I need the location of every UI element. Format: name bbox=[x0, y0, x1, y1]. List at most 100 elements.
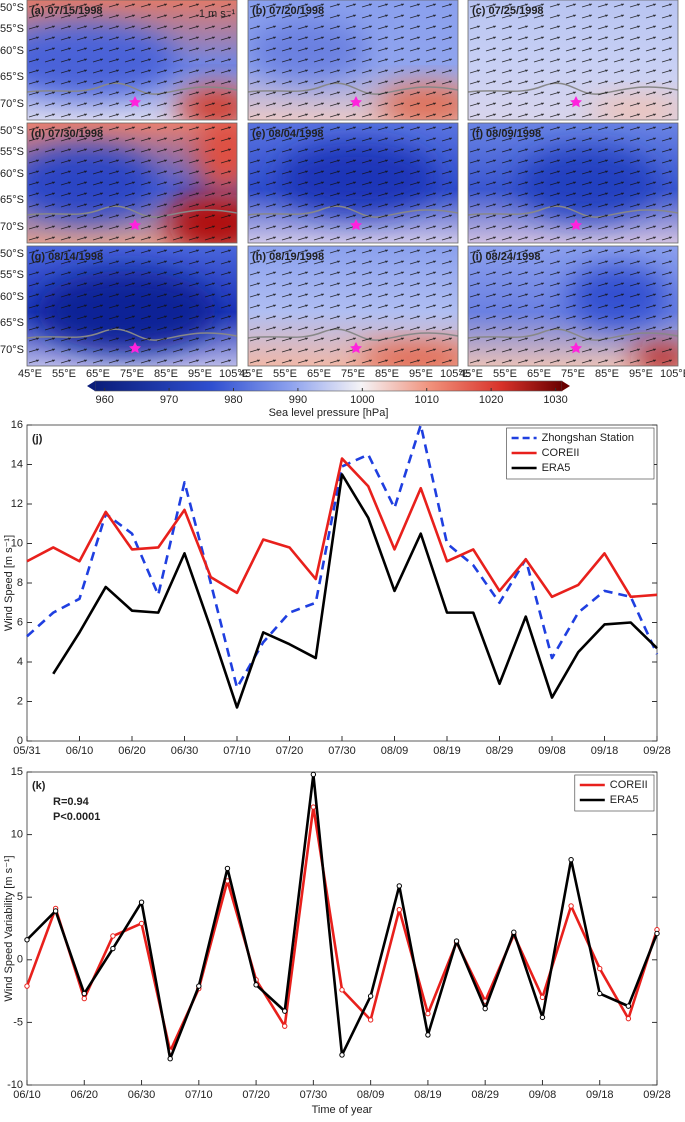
x-tick-label: 07/10 bbox=[185, 1089, 213, 1101]
y-tick-label: 8 bbox=[17, 577, 23, 589]
x-tick-label: 09/18 bbox=[586, 1089, 614, 1101]
data-point bbox=[539, 994, 546, 1001]
data-line bbox=[25, 805, 659, 1053]
y-tick-label: 12 bbox=[11, 498, 23, 510]
data-point bbox=[482, 1005, 488, 1012]
lat-label: 55°S bbox=[0, 23, 24, 35]
lat-label: 55°S bbox=[0, 146, 24, 158]
data-point bbox=[138, 920, 145, 927]
data-line bbox=[52, 473, 658, 709]
data-point bbox=[282, 1008, 288, 1014]
panel-label: (b) 07/20/1998 bbox=[252, 5, 324, 17]
data-point bbox=[310, 804, 317, 810]
station-star bbox=[570, 219, 582, 231]
panel-label: (h) 08/19/1998 bbox=[252, 251, 324, 263]
lat-label: 65°S bbox=[0, 317, 24, 329]
wind-vectors bbox=[468, 123, 678, 243]
data-point bbox=[539, 1014, 546, 1021]
data-point bbox=[253, 982, 259, 988]
y-tick-label: 5 bbox=[17, 891, 23, 903]
data-point bbox=[625, 1003, 632, 1009]
x-tick-label: 07/20 bbox=[242, 1089, 270, 1101]
lat-label: 50°S bbox=[0, 248, 24, 260]
x-tick-label: 06/20 bbox=[71, 1089, 99, 1101]
x-tick-label: 06/10 bbox=[13, 1089, 41, 1101]
colorbar-end bbox=[87, 381, 95, 391]
y-tick-label: 14 bbox=[11, 458, 23, 470]
lon-label: 85°E bbox=[154, 368, 178, 380]
data-point bbox=[282, 1023, 288, 1029]
map-panel: (e) 08/04/1998 bbox=[247, 122, 459, 244]
wind-vectors bbox=[468, 246, 678, 366]
lon-label: 105°E bbox=[440, 368, 470, 380]
lon-label: 85°E bbox=[375, 368, 399, 380]
data-point bbox=[511, 929, 517, 935]
x-tick-label: 05/31 bbox=[13, 745, 41, 757]
map-panel: (b) 07/20/1998 bbox=[247, 0, 459, 121]
colorbar-tick-label: 1030 bbox=[543, 394, 567, 406]
panel-label: (j) bbox=[32, 433, 43, 445]
annotation: P<0.0001 bbox=[53, 811, 100, 823]
lon-label: 75°E bbox=[341, 368, 365, 380]
y-tick-label: 4 bbox=[17, 656, 23, 668]
data-point bbox=[110, 945, 116, 952]
panel-field bbox=[248, 123, 458, 243]
data-point bbox=[367, 993, 374, 999]
lat-label: 65°S bbox=[0, 194, 24, 206]
data-point bbox=[625, 1015, 632, 1022]
panel-frame bbox=[467, 245, 679, 367]
station-star bbox=[350, 219, 362, 231]
data-point bbox=[339, 1052, 345, 1058]
data-point bbox=[138, 899, 145, 905]
y-axis-label: Wind Speed Variability [m s⁻¹] bbox=[3, 855, 15, 1001]
colorbar-tick-label: 960 bbox=[95, 394, 113, 406]
colorbar-tick-label: 990 bbox=[289, 394, 307, 406]
legend-label: ERA5 bbox=[542, 462, 571, 474]
wind-vectors bbox=[27, 123, 237, 243]
lon-label: 65°E bbox=[307, 368, 331, 380]
lat-label: 60°S bbox=[0, 168, 24, 180]
lat-label: 70°S bbox=[0, 344, 24, 356]
data-point bbox=[167, 1056, 173, 1062]
x-tick-label: 06/30 bbox=[171, 745, 199, 757]
panel-label: (c) 07/25/1998 bbox=[472, 5, 544, 17]
legend-box bbox=[574, 774, 655, 812]
panel-frame bbox=[26, 0, 238, 121]
lon-label: 75°E bbox=[120, 368, 144, 380]
data-point bbox=[597, 990, 603, 997]
data-point bbox=[24, 937, 30, 943]
lon-label: 45°E bbox=[459, 368, 483, 380]
wind-vectors bbox=[468, 0, 678, 120]
annotation: R=0.94 bbox=[53, 796, 90, 808]
data-point bbox=[568, 856, 574, 863]
lat-label: 65°S bbox=[0, 71, 24, 83]
lat-label: 60°S bbox=[0, 291, 24, 303]
colorbar-tick-label: 980 bbox=[224, 394, 242, 406]
panel-field bbox=[468, 123, 678, 243]
x-tick-label: 08/09 bbox=[381, 745, 409, 757]
wind-vectors bbox=[248, 246, 458, 366]
panel-frame bbox=[247, 122, 459, 244]
data-point bbox=[425, 1032, 431, 1038]
data-point bbox=[52, 908, 59, 914]
data-line bbox=[26, 423, 659, 689]
lat-label: 70°S bbox=[0, 221, 24, 233]
map-panel: (g) 08/14/1998 50°S 55°S 60°S 65°S 70°S 45°E 55… bbox=[0, 245, 249, 380]
panel-field bbox=[27, 123, 237, 243]
colorbar-end bbox=[562, 381, 570, 391]
station-star bbox=[570, 96, 582, 108]
y-tick-label: 15 bbox=[11, 766, 23, 778]
x-tick-label: 08/19 bbox=[433, 745, 461, 757]
map-panel: (d) 07/30/1998 50°S 55°S 60°S 65°S 70°S bbox=[0, 122, 238, 244]
lon-label: 55°E bbox=[273, 368, 297, 380]
map-panel: (h) 08/19/1998 45°E 55°E 65°E 75°E 85°E 95°E 10… bbox=[239, 245, 470, 380]
station-star bbox=[350, 96, 362, 108]
lon-label: 75°E bbox=[561, 368, 585, 380]
panel-label: (g) 08/14/1998 bbox=[31, 251, 103, 263]
station-star bbox=[129, 342, 141, 354]
x-tick-label: 07/10 bbox=[223, 745, 251, 757]
map-panel: (i) 08/24/1998 45°E 55°E 65°E 75°E 85°E 95°E 10… bbox=[459, 245, 685, 380]
lat-label: 70°S bbox=[0, 98, 24, 110]
map-panel: (a) 07/15/1998 1 m s⁻¹ 50°S 55°S 60°S 65°S 70°… bbox=[0, 0, 238, 121]
station-star bbox=[129, 219, 141, 231]
